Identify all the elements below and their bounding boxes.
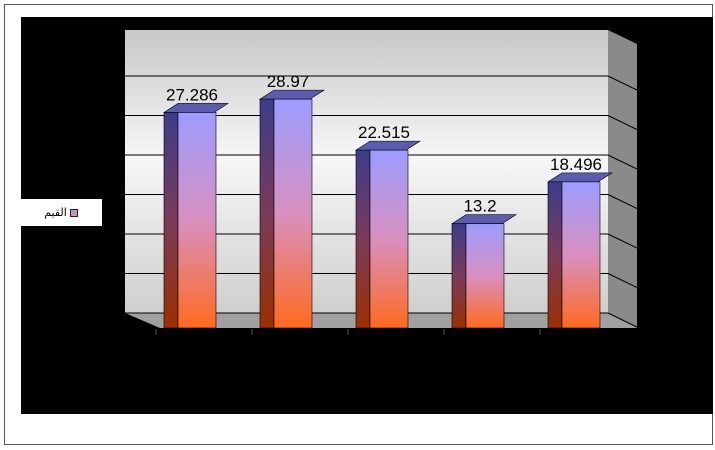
legend: القيم (20, 199, 102, 226)
side-gridline (607, 154, 638, 170)
side-gridline (607, 75, 638, 91)
data-label: 22.515 (358, 123, 410, 142)
data-label: 18.496 (550, 155, 602, 174)
bar-2 (258, 89, 326, 329)
bar-side-face (451, 223, 467, 329)
plot-side-wall (608, 30, 637, 328)
side-gridline (607, 115, 638, 130)
bar-side-face (259, 98, 275, 329)
bar-side-face (355, 149, 371, 329)
side-gridline (607, 312, 638, 328)
bar-front-face (369, 149, 409, 329)
bar-front-face (273, 98, 313, 329)
side-gridline (607, 273, 638, 288)
side-gridline (607, 233, 638, 249)
legend-swatch-icon (69, 208, 78, 217)
bar-front-face (465, 223, 505, 329)
bar-4 (450, 214, 518, 329)
side-gridline (607, 194, 638, 209)
bar-side-face (547, 181, 563, 329)
bar-3 (354, 140, 422, 329)
legend-label: القيم (44, 207, 67, 219)
bar-1 (162, 103, 230, 329)
data-label: 13.2 (463, 197, 496, 216)
bar-5 (546, 172, 614, 329)
data-label: 28.97 (267, 72, 310, 91)
bar-front-face (177, 112, 217, 329)
data-label: 27.286 (166, 85, 218, 104)
bar-front-face (561, 181, 601, 329)
bar-side-face (163, 112, 179, 329)
